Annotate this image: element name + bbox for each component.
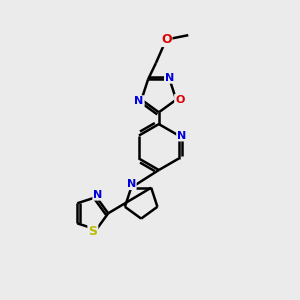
Text: N: N [134,96,144,106]
Text: O: O [175,95,184,105]
Text: N: N [127,179,136,189]
Text: O: O [161,33,172,46]
Text: N: N [93,190,103,200]
Text: S: S [88,224,98,238]
Text: N: N [177,130,186,141]
Text: N: N [165,73,174,83]
